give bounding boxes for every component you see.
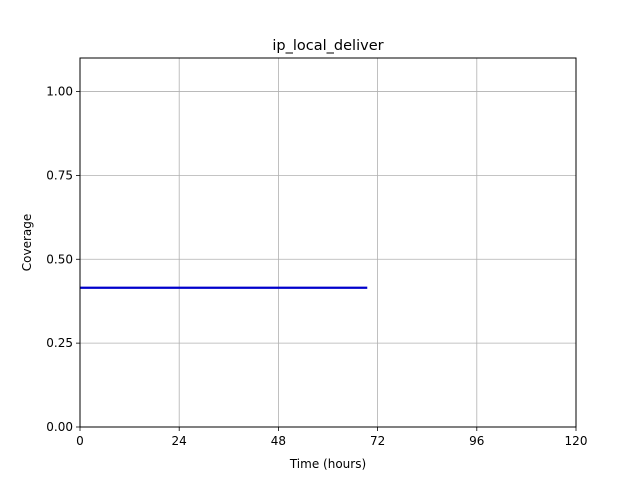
x-axis-label: Time (hours)	[289, 457, 366, 471]
x-tick-label: 72	[370, 434, 385, 448]
plot-area-background	[80, 58, 576, 427]
y-axis-ticks: 0.00 0.25 0.50 0.75 1.00	[46, 85, 80, 434]
y-tick-label: 0.75	[46, 168, 73, 182]
grid	[79, 58, 577, 428]
chart-title: ip_local_deliver	[272, 38, 383, 54]
x-tick-label: 24	[172, 434, 187, 448]
x-tick-label: 48	[271, 434, 286, 448]
x-tick-label: 96	[469, 434, 484, 448]
x-tick-label: 0	[76, 434, 84, 448]
x-axis-ticks: 0 24 48 72 96 120	[76, 427, 587, 448]
x-tick-label: 120	[565, 434, 588, 448]
y-tick-label: 1.00	[46, 85, 73, 99]
y-tick-label: 0.50	[46, 252, 73, 266]
y-tick-label: 0.00	[46, 420, 73, 434]
y-tick-label: 0.25	[46, 336, 73, 350]
plot-frame	[79, 57, 577, 428]
y-axis-label: Coverage	[20, 214, 34, 272]
